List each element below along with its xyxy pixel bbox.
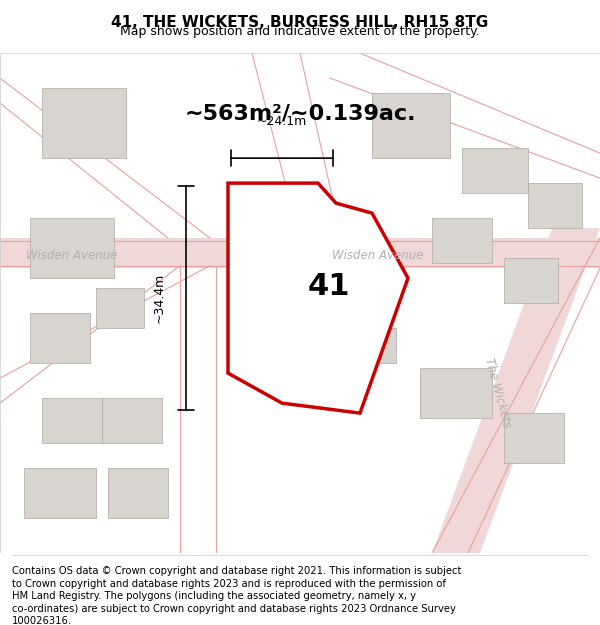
Text: ~563m²/~0.139ac.: ~563m²/~0.139ac. xyxy=(184,103,416,123)
Text: Wisden Avenue: Wisden Avenue xyxy=(332,249,424,262)
Bar xyxy=(504,413,564,463)
Bar xyxy=(372,93,450,158)
Bar xyxy=(528,183,582,228)
Bar xyxy=(42,88,126,158)
Text: Contains OS data © Crown copyright and database right 2021. This information is : Contains OS data © Crown copyright and d… xyxy=(12,566,461,576)
Bar xyxy=(462,148,528,193)
Bar xyxy=(42,398,102,443)
Bar xyxy=(96,288,144,328)
Bar xyxy=(348,328,396,363)
Text: ~34.4m: ~34.4m xyxy=(152,273,166,323)
Bar xyxy=(108,468,168,518)
Bar xyxy=(102,398,162,443)
Polygon shape xyxy=(0,238,600,268)
Text: to Crown copyright and database rights 2023 and is reproduced with the permissio: to Crown copyright and database rights 2… xyxy=(12,579,446,589)
Polygon shape xyxy=(228,183,408,413)
Text: 100026316.: 100026316. xyxy=(12,616,72,625)
Bar xyxy=(30,218,114,278)
Bar xyxy=(30,313,90,363)
Text: 41, THE WICKETS, BURGESS HILL, RH15 8TG: 41, THE WICKETS, BURGESS HILL, RH15 8TG xyxy=(112,15,488,30)
Bar xyxy=(432,218,492,263)
Text: ~24.1m: ~24.1m xyxy=(257,115,307,128)
Text: HM Land Registry. The polygons (including the associated geometry, namely x, y: HM Land Registry. The polygons (includin… xyxy=(12,591,416,601)
Bar xyxy=(504,258,558,303)
Polygon shape xyxy=(432,228,600,553)
Text: Map shows position and indicative extent of the property.: Map shows position and indicative extent… xyxy=(120,25,480,38)
Text: The Wickets: The Wickets xyxy=(482,357,514,429)
Bar xyxy=(420,368,492,418)
Bar xyxy=(24,468,96,518)
Text: Wisden Avenue: Wisden Avenue xyxy=(26,249,118,262)
Text: 41: 41 xyxy=(307,272,350,301)
Text: co-ordinates) are subject to Crown copyright and database rights 2023 Ordnance S: co-ordinates) are subject to Crown copyr… xyxy=(12,604,456,614)
